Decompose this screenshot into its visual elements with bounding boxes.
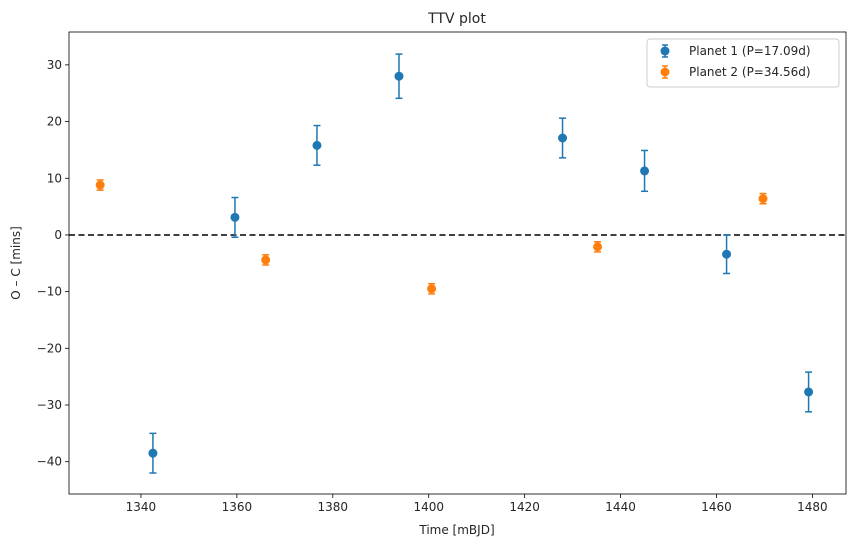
plot-area	[68, 31, 847, 495]
data-marker	[758, 194, 768, 204]
data-point	[593, 240, 603, 253]
x-tick-label: 1440	[605, 500, 636, 514]
y-tick-label: −10	[37, 285, 62, 299]
legend-marker	[660, 67, 670, 77]
data-point	[261, 254, 271, 266]
series-group	[95, 53, 814, 474]
x-tick-label: 1460	[701, 500, 732, 514]
x-tick-label: 1400	[413, 500, 444, 514]
data-marker	[593, 242, 603, 252]
data-point	[230, 196, 240, 238]
x-tick-label: 1480	[797, 500, 828, 514]
x-axis: 1340 1360 1380 1400 1420 1440 1460 1480	[126, 494, 828, 514]
data-point	[722, 234, 732, 275]
legend-item: Planet 1 (P=17.09d)	[660, 44, 811, 58]
x-tick-label: 1340	[126, 500, 157, 514]
y-tick-label: 10	[47, 171, 62, 185]
data-marker	[640, 166, 650, 176]
data-marker	[148, 448, 158, 458]
x-axis-label: Time [mBJD]	[418, 523, 494, 537]
x-tick-label: 1420	[509, 500, 540, 514]
legend: Planet 1 (P=17.09d) Planet 2 (P=34.56d)	[646, 38, 840, 88]
data-marker	[558, 133, 568, 143]
data-point	[95, 179, 105, 191]
data-point	[394, 53, 404, 100]
data-marker	[427, 284, 437, 294]
data-point	[804, 371, 814, 413]
chart-title: TTV plot	[427, 11, 486, 27]
y-tick-label: −20	[37, 341, 62, 355]
data-point	[312, 124, 322, 166]
legend-box	[646, 38, 840, 88]
data-marker	[394, 71, 404, 81]
data-marker	[95, 180, 105, 190]
series-1	[148, 53, 814, 474]
legend-marker	[660, 46, 670, 56]
data-point	[640, 149, 650, 193]
data-marker	[261, 255, 271, 265]
data-point	[758, 192, 768, 205]
y-tick-label: −40	[37, 455, 62, 469]
series-2	[95, 179, 768, 295]
data-marker	[722, 249, 732, 259]
y-tick-label: 20	[47, 115, 62, 129]
data-point	[558, 117, 568, 159]
data-point	[427, 282, 437, 295]
y-tick-label: −30	[37, 398, 62, 412]
legend-label: Planet 1 (P=17.09d)	[689, 44, 811, 58]
data-marker	[312, 140, 322, 150]
data-point	[148, 432, 158, 474]
x-tick-label: 1380	[318, 500, 349, 514]
legend-item: Planet 2 (P=34.56d)	[660, 65, 811, 79]
y-axis: −40 −30 −20 −10 0 10 20 30	[37, 58, 69, 469]
data-marker	[230, 212, 240, 222]
y-tick-label: 30	[47, 58, 62, 72]
data-marker	[804, 387, 814, 397]
y-axis-label: O – C [mins]	[9, 226, 23, 300]
y-tick-label: 0	[54, 228, 62, 242]
legend-label: Planet 2 (P=34.56d)	[689, 65, 811, 79]
x-tick-label: 1360	[222, 500, 253, 514]
